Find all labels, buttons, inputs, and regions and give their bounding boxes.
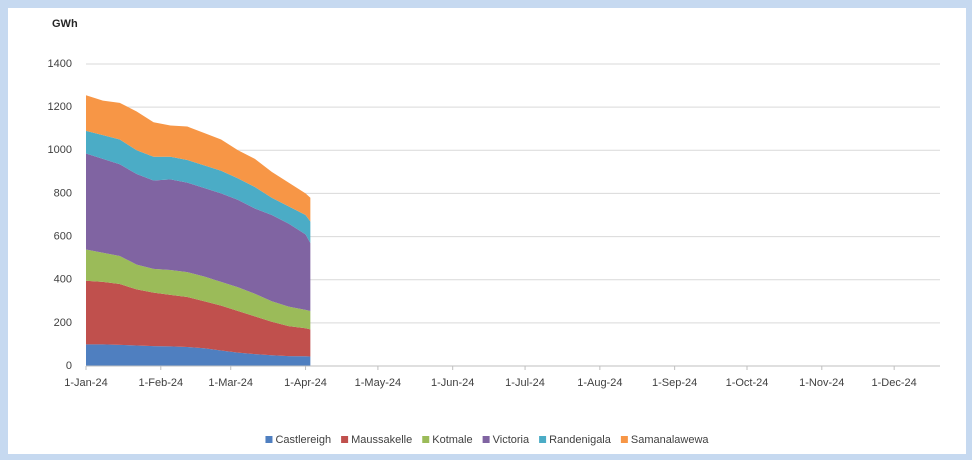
- legend-swatch: [620, 436, 628, 443]
- y-tick-label: 1200: [48, 101, 72, 113]
- legend-swatch: [482, 436, 490, 443]
- y-tick-label: 1000: [48, 144, 72, 156]
- x-tick-label: 1-Jun-24: [431, 377, 474, 389]
- legend-label: Castlereigh: [275, 434, 331, 446]
- area: [86, 95, 311, 222]
- x-tick-label: 1-Aug-24: [577, 377, 622, 389]
- legend-label: Randenigala: [549, 434, 612, 446]
- x-tick-label: 1-May-24: [355, 377, 401, 389]
- x-tick-label: 1-Jan-24: [64, 377, 107, 389]
- legend-label: Victoria: [493, 434, 530, 446]
- y-tick-label: 400: [54, 274, 72, 286]
- x-tick-label: 1-Mar-24: [208, 377, 253, 389]
- y-tick-label: 1400: [48, 58, 72, 70]
- y-tick-label: 800: [54, 187, 72, 199]
- legend-swatch: [422, 436, 430, 443]
- x-tick-label: 1-Feb-24: [138, 377, 183, 389]
- x-tick-label: 1-Sep-24: [652, 377, 697, 389]
- area: [86, 249, 311, 330]
- area: [86, 344, 311, 366]
- area: [86, 130, 311, 244]
- legend: Castlereigh Maussakelle Kotmale Victoria Ran…: [265, 434, 709, 446]
- area: [86, 153, 311, 311]
- y-axis-title: GWh: [52, 18, 78, 30]
- area: [86, 280, 311, 357]
- legend-label: Kotmale: [432, 434, 472, 446]
- x-tick-label: 1-Nov-24: [799, 377, 844, 389]
- legend-label: Maussakelle: [351, 434, 412, 446]
- legend-swatch: [539, 436, 547, 443]
- y-tick-label: 200: [54, 317, 72, 329]
- legend-swatch: [341, 436, 349, 443]
- legend-swatch: [265, 436, 273, 443]
- legend-label: Samanalawewa: [631, 434, 710, 446]
- y-tick-label: 600: [54, 230, 72, 242]
- x-tick-label: 1-Oct-24: [726, 377, 769, 389]
- x-tick-label: 1-Jul-24: [505, 377, 545, 389]
- x-tick-label: 1-Apr-24: [284, 377, 327, 389]
- y-tick-label: 0: [66, 360, 72, 372]
- x-tick-label: 1-Dec-24: [872, 377, 917, 389]
